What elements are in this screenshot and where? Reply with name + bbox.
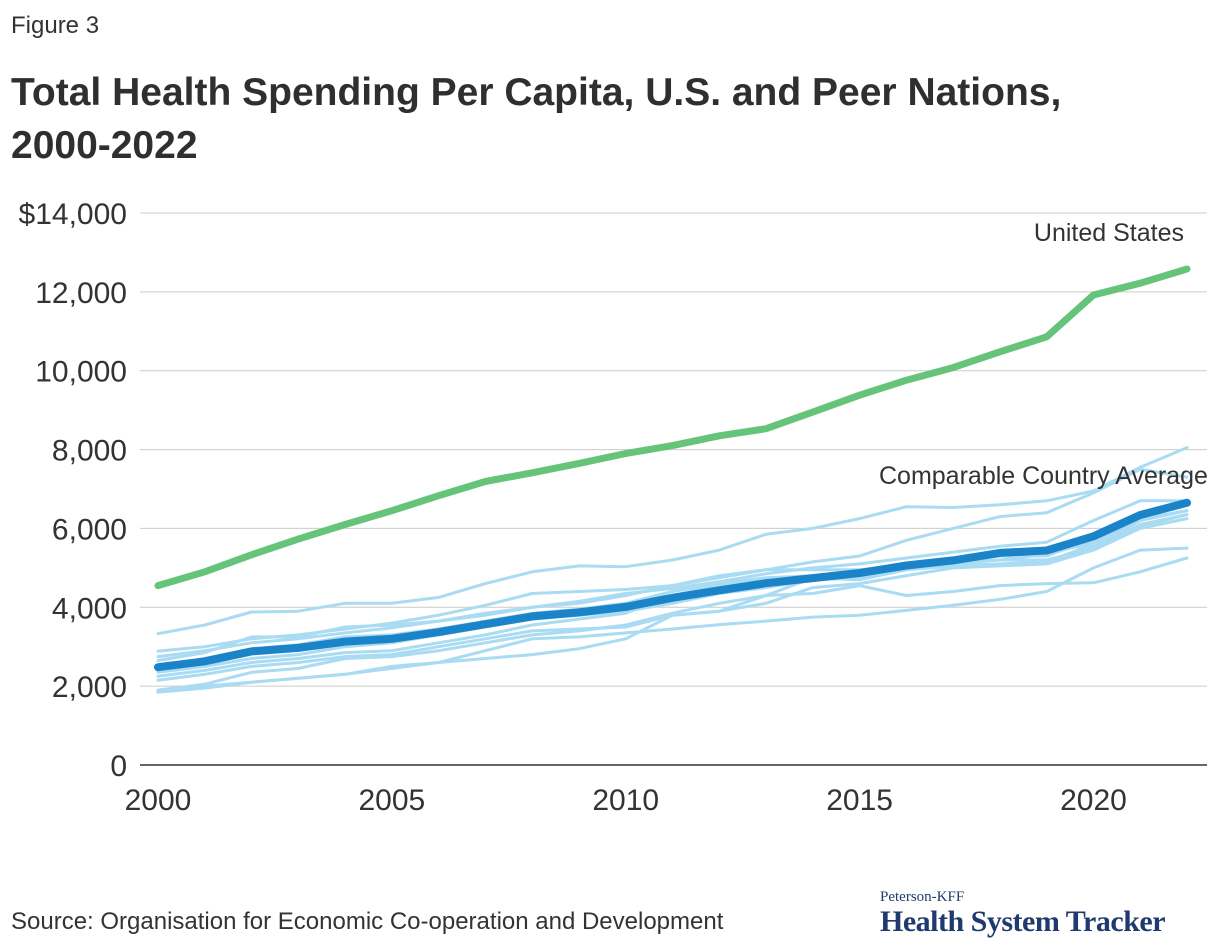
source-note: Source: Organisation for Economic Co-ope… [11, 908, 724, 935]
y-tick-label: 4,000 [52, 592, 127, 625]
x-tick-label: 2010 [592, 784, 659, 817]
y-tick-label: 10,000 [35, 356, 127, 389]
y-tick-label: 12,000 [35, 277, 127, 310]
line-chart: 0 2,000 4,000 6,000 8,000 10,000 12,000 $14,000… [19, 198, 1208, 817]
comparable-country-average-label: Comparable Country Average [879, 462, 1208, 490]
brand-name-small: Peterson-KFF [880, 889, 965, 905]
united-states-label: United States [1034, 219, 1184, 247]
highlight-lines [154, 265, 1191, 672]
peer-nation-line [156, 446, 1189, 636]
y-tick-label: 8,000 [52, 435, 127, 468]
y-tick-label: 6,000 [52, 513, 127, 546]
chart-title: Total Health Spending Per Capita, U.S. a… [11, 71, 1062, 167]
peer-nation-line [156, 556, 1189, 682]
y-tick-label: 2,000 [52, 671, 127, 704]
x-tick-label: 2015 [826, 784, 893, 817]
brand-logo-text: Health System Tracker [880, 905, 1166, 938]
x-tick-label: 2005 [358, 784, 425, 817]
united-states-line [154, 265, 1191, 590]
y-tick-label: $14,000 [19, 198, 127, 231]
comparable-country-average-line [154, 498, 1191, 672]
series-labels: United States Comparable Country Average [879, 219, 1208, 490]
peer-nation-line [156, 513, 1189, 674]
x-tick-label: 2000 [125, 784, 192, 817]
peer-nation-line [156, 513, 1189, 692]
y-axis-tick-labels: 0 2,000 4,000 6,000 8,000 10,000 12,000 $14,000 [19, 198, 127, 783]
y-tick-label: 0 [110, 750, 127, 783]
peer-nation-line [156, 546, 1189, 693]
peer-nation-line [156, 499, 1189, 659]
x-axis-tick-labels: 2000 2005 2010 2015 2020 [125, 784, 1127, 817]
x-tick-label: 2020 [1060, 784, 1127, 817]
figure-label: Figure 3 [11, 12, 100, 39]
